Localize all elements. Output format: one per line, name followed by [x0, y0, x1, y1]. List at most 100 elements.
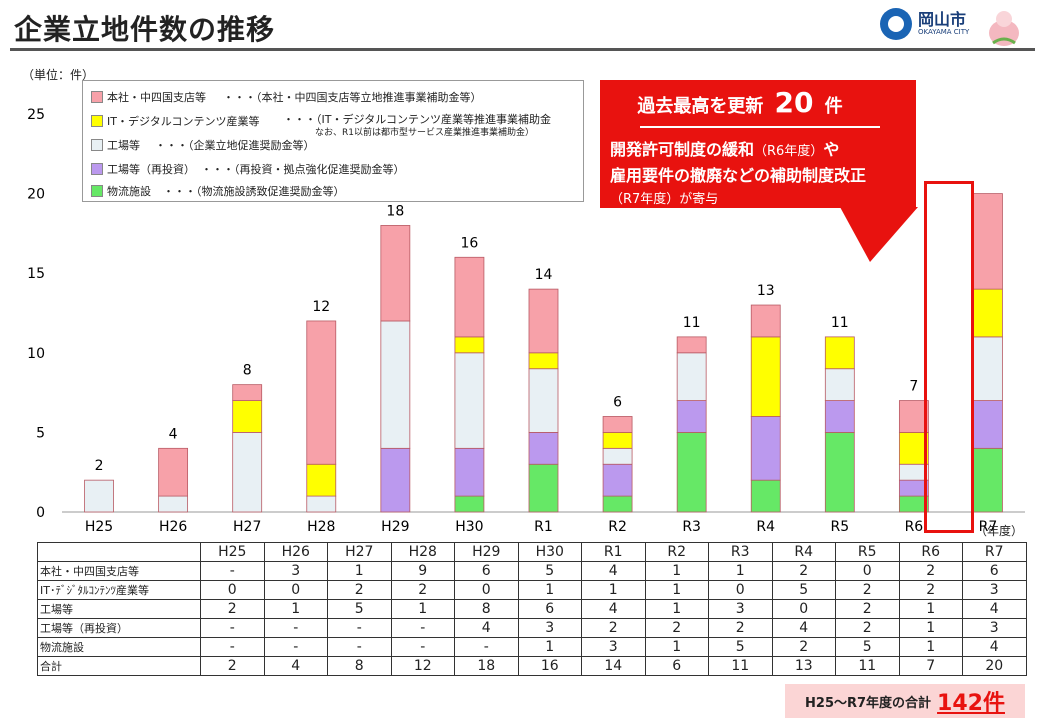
table-header-cell: R1 [581, 542, 646, 562]
table-cell: 1 [517, 637, 582, 657]
table-header-cell: H30 [517, 542, 582, 562]
table-header-cell: R5 [835, 542, 900, 562]
table-cell: 5 [517, 561, 582, 581]
bar-segment [973, 193, 1003, 290]
legend-desc: ・・・（物流施設誘致促進奨励金等） [163, 185, 345, 198]
table-cell: 1 [581, 580, 646, 600]
stacked-bar-chart: 0 5 10 15 20 25 H25 H26 H27 H28 H29 H30 R1 R2 R3 R4 R5 R… [27, 107, 1025, 535]
bar-segment [750, 416, 781, 481]
table-cell: 2 [200, 656, 265, 676]
table-cell: - [390, 637, 455, 657]
table-cell: 4 [962, 599, 1027, 619]
title-underline [10, 48, 1035, 51]
callout-line3: （R7年度）が寄与 [610, 192, 719, 207]
table-cell: 1 [644, 561, 709, 581]
bar-segment [824, 336, 855, 370]
data-table: H25 H26 H27 H28 H29 H30 R1 R2 R3 R4 R5 R… [37, 542, 1027, 676]
x-tick-label: H26 [159, 519, 187, 535]
table-cell: 11 [835, 656, 900, 676]
table-cell: 7 [898, 656, 963, 676]
table-cell: 2 [581, 618, 646, 638]
bar-segment [973, 288, 1003, 338]
x-tick-label: H25 [85, 519, 113, 535]
bar-segment [454, 495, 485, 513]
bar-segment [528, 352, 559, 370]
table-cell: 8 [454, 599, 519, 619]
table-cell: 1 [517, 580, 582, 600]
highlight-callout: 過去最高を更新 20 件 開発許可制度の緩和（R6年度）や 雇用要件の撤廃などの… [600, 80, 916, 208]
table-cell: 2 [327, 580, 392, 600]
table-cell: 0 [263, 580, 328, 600]
bar-segment [454, 447, 485, 497]
bar-segment [602, 495, 633, 513]
table-cell: 4 [581, 561, 646, 581]
legend-item-factory: 工場等 [91, 137, 140, 153]
table-header-cell: R3 [708, 542, 773, 562]
table-cell: 3 [263, 561, 328, 581]
table-cell: 2 [898, 561, 963, 581]
bar-total-label: 11 [831, 315, 849, 331]
table-row-label: 合計 [37, 656, 201, 676]
x-tick-label: R5 [830, 519, 849, 535]
legend-label: IT・デジタルコンテンツ産業等 [107, 115, 260, 128]
chart-legend: 本社・中四国支店等 ・・・（本社・中四国支店等立地推進事業補助金等） IT・デジ… [82, 80, 584, 202]
table-header-cell: H29 [454, 542, 519, 562]
legend-label: 本社・中四国支店等 [107, 91, 206, 104]
bar-segment [676, 431, 707, 513]
table-cell: 1 [898, 637, 963, 657]
bar-total-label: 7 [909, 379, 918, 395]
x-tick-label: H28 [307, 519, 335, 535]
mascot-icon [989, 11, 1019, 46]
table-header-cell: H26 [263, 542, 328, 562]
callout-line1-main: 開発許可制度の緩和 [610, 140, 755, 159]
table-cell: 14 [581, 656, 646, 676]
bar-segment [158, 447, 189, 497]
table-row-label: 工場等（再投資） [37, 618, 201, 638]
bar-segment [602, 416, 633, 433]
table-cell: 8 [327, 656, 392, 676]
bar-segment [824, 368, 855, 401]
table-cell: 18 [454, 656, 519, 676]
x-tick-label: H27 [233, 519, 261, 535]
bar-total-label: 13 [757, 283, 775, 299]
legend-swatch [91, 115, 103, 127]
bar-segment [528, 463, 559, 513]
table-cell: 3 [708, 599, 773, 619]
table-header-cell: R6 [898, 542, 963, 562]
table-cell: 1 [898, 599, 963, 619]
legend-desc: ・・・（IT・デジタルコンテンツ産業等推進事業補助金 [283, 113, 552, 126]
table-cell: 1 [327, 561, 392, 581]
callout-head-text: 過去最高を更新 [637, 96, 764, 117]
y-tick-label: 10 [27, 346, 45, 362]
table-row-label: IT･ﾃﾞｼﾞﾀﾙｺﾝﾃﾝﾂ産業等 [37, 580, 201, 600]
table-cell: 5 [771, 580, 836, 600]
callout-line2: 雇用要件の撤廃などの補助制度改正 [610, 166, 867, 185]
table-row-label: 物流施設 [37, 637, 201, 657]
bar-segment [898, 400, 929, 433]
table-cell: - [390, 618, 455, 638]
bar-segment [306, 463, 337, 497]
bar-segment [973, 447, 1003, 513]
x-axis-unit: （年度） [975, 524, 1024, 538]
table-cell: 2 [835, 599, 900, 619]
table-cell: 4 [263, 656, 328, 676]
callout-divider [640, 126, 880, 128]
table-cell: 3 [962, 580, 1027, 600]
legend-label: 工場等 [107, 139, 140, 152]
table-cell: 5 [708, 637, 773, 657]
table-cell: 0 [771, 599, 836, 619]
legend-item-logistics: 物流施設 [91, 183, 151, 199]
table-cell: 1 [263, 599, 328, 619]
bar-total-label: 14 [535, 267, 553, 283]
table-cell: 1 [708, 561, 773, 581]
table-cell: 2 [835, 618, 900, 638]
bar-segment [602, 447, 633, 465]
bar-segment [750, 336, 781, 417]
r7-highlight-frame [924, 181, 974, 533]
x-tick-label: R2 [608, 519, 627, 535]
table-cell: 6 [454, 561, 519, 581]
bar-total-label: 6 [613, 394, 622, 410]
callout-head-unit: 件 [824, 96, 843, 117]
legend-swatch [91, 91, 103, 103]
bar-total-label: 12 [312, 299, 330, 315]
